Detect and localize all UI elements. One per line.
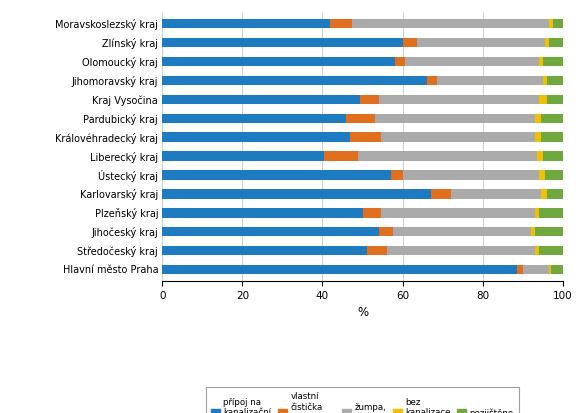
Bar	[390, 170, 403, 180]
Bar	[541, 189, 546, 199]
Bar	[162, 246, 367, 255]
Bar	[162, 38, 403, 47]
Bar	[539, 57, 543, 66]
Bar	[541, 114, 563, 123]
Bar	[523, 265, 549, 274]
Bar	[541, 133, 563, 142]
Bar	[361, 95, 379, 104]
Bar	[546, 76, 563, 85]
Bar	[549, 19, 553, 28]
Bar	[553, 19, 563, 28]
Bar	[531, 227, 535, 236]
Bar	[545, 38, 549, 47]
Legend: přípoj na
kanalizační
síť, vlastní
čistička
odpadních
vod, žumpa,
jímka, bez
kan: přípoj na kanalizační síť, vlastní čisti…	[206, 387, 519, 413]
Bar	[162, 208, 362, 218]
Bar	[162, 133, 350, 142]
Bar	[375, 114, 535, 123]
Bar	[536, 151, 543, 161]
Bar	[362, 208, 380, 218]
Bar	[549, 265, 550, 274]
Bar	[539, 246, 563, 255]
Bar	[346, 114, 375, 123]
Bar	[162, 151, 324, 161]
Bar	[324, 151, 358, 161]
Bar	[550, 265, 563, 274]
Bar	[394, 57, 404, 66]
Bar	[416, 38, 545, 47]
Bar	[162, 170, 390, 180]
Bar	[539, 170, 545, 180]
Bar	[546, 95, 563, 104]
Bar	[535, 246, 539, 255]
Bar	[545, 170, 563, 180]
Bar	[367, 246, 386, 255]
Bar	[379, 227, 393, 236]
Bar	[162, 114, 346, 123]
Bar	[430, 189, 451, 199]
Bar	[403, 170, 539, 180]
Bar	[543, 151, 563, 161]
Bar	[162, 19, 331, 28]
Bar	[162, 57, 394, 66]
Bar	[404, 57, 539, 66]
Bar	[393, 227, 531, 236]
Bar	[549, 38, 563, 47]
Bar	[517, 265, 523, 274]
Bar	[353, 19, 549, 28]
Bar	[543, 57, 563, 66]
Bar	[162, 227, 379, 236]
Bar	[331, 19, 353, 28]
Bar	[162, 189, 430, 199]
Bar	[380, 133, 535, 142]
Bar	[358, 151, 536, 161]
Bar	[350, 133, 380, 142]
Bar	[535, 227, 563, 236]
Bar	[379, 95, 539, 104]
Bar	[162, 95, 361, 104]
Bar	[162, 265, 517, 274]
Bar	[543, 76, 546, 85]
Bar	[546, 189, 563, 199]
Bar	[437, 76, 543, 85]
Bar	[162, 76, 426, 85]
Bar	[426, 76, 437, 85]
Bar	[535, 133, 541, 142]
Bar	[451, 189, 541, 199]
Bar	[539, 208, 563, 218]
Bar	[535, 208, 539, 218]
Bar	[535, 114, 541, 123]
Bar	[539, 95, 546, 104]
Bar	[380, 208, 535, 218]
Bar	[403, 38, 416, 47]
X-axis label: %: %	[357, 306, 368, 319]
Bar	[386, 246, 535, 255]
